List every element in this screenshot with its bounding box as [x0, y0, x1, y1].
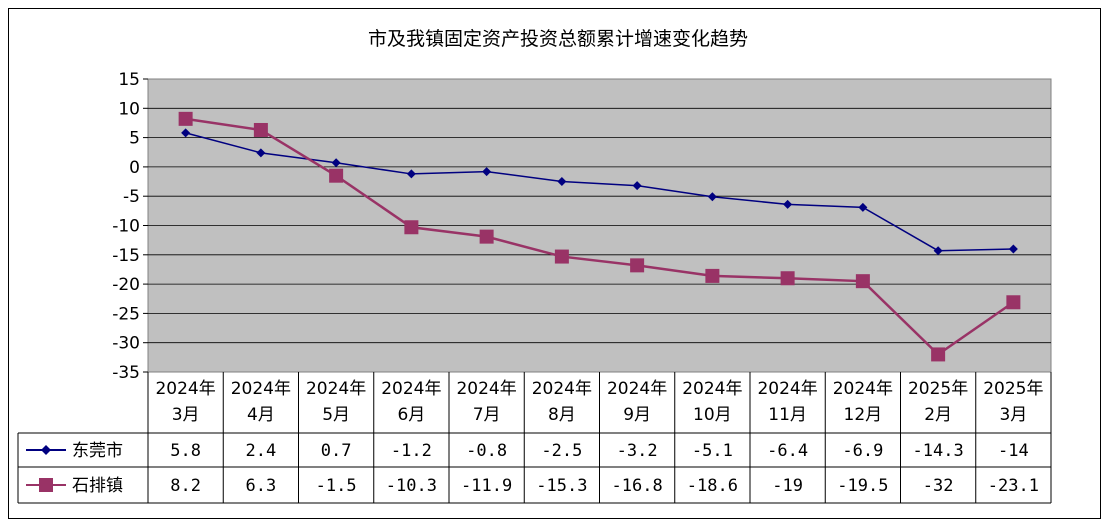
- category-label: 10月: [693, 405, 732, 425]
- y-tick-label: -15: [112, 246, 140, 266]
- data-cell: -19: [772, 476, 803, 496]
- category-label: 2025年: [983, 379, 1043, 399]
- data-cell: -14.3: [913, 441, 964, 461]
- category-label: 4月: [247, 405, 275, 425]
- data-cell: 0.7: [321, 441, 352, 461]
- legend-key-dongguan: [26, 445, 66, 455]
- data-point: [256, 148, 266, 158]
- y-tick-label: 5: [129, 129, 140, 149]
- data-point: [404, 220, 419, 235]
- data-point: [780, 271, 795, 286]
- data-point: [479, 229, 494, 244]
- data-cell: -5.1: [692, 441, 733, 461]
- category-label: 2024年: [231, 379, 291, 399]
- y-tick-label: -35: [112, 363, 140, 383]
- chart-title: 市及我镇固定资产投资总额累计增速变化趋势: [368, 28, 748, 50]
- series-name: 东莞市: [72, 441, 123, 461]
- data-point: [707, 192, 717, 202]
- category-label: 3月: [172, 405, 200, 425]
- data-point: [630, 258, 645, 273]
- legend-marker: [39, 478, 53, 492]
- data-point: [933, 246, 943, 256]
- y-tick-label: 10: [118, 99, 140, 119]
- legend-key-shipai: [26, 478, 66, 492]
- category-label: 8月: [548, 405, 576, 425]
- data-point: [705, 268, 720, 283]
- category-label: 9月: [623, 405, 651, 425]
- data-point: [178, 111, 193, 126]
- data-cell: -3.2: [617, 441, 658, 461]
- data-point: [783, 199, 793, 209]
- y-tick-label: -20: [112, 275, 140, 295]
- category-label: 3月: [999, 405, 1027, 425]
- data-cell: -11.9: [461, 476, 512, 496]
- data-cell: -1.2: [391, 441, 432, 461]
- data-cell: -0.8: [466, 441, 507, 461]
- data-cell: 8.2: [170, 476, 201, 496]
- data-cell: 5.8: [170, 441, 201, 461]
- series-line-dongguan: [185, 132, 1014, 252]
- series-name: 石排镇: [72, 476, 123, 496]
- data-point: [858, 202, 868, 212]
- data-point: [931, 347, 946, 362]
- y-axis-ticks: 15 10 5 0 -5 -10 -15 -20 -25 -30 -35: [112, 70, 140, 383]
- data-point: [557, 177, 567, 187]
- category-label: 5月: [322, 405, 350, 425]
- data-point: [482, 167, 492, 177]
- data-cell: -15.3: [536, 476, 587, 496]
- data-point: [181, 128, 191, 138]
- y-tick-label: -25: [112, 304, 140, 324]
- data-point: [331, 158, 341, 168]
- y-tick-label: 15: [118, 70, 140, 90]
- legend-marker: [41, 445, 51, 455]
- category-label: 12月: [844, 405, 883, 425]
- category-label: 2024年: [456, 379, 516, 399]
- data-cell: -14: [998, 441, 1029, 461]
- category-label: 2024年: [155, 379, 215, 399]
- data-cell: 2.4: [246, 441, 277, 461]
- data-point: [329, 168, 344, 183]
- category-label: 11月: [768, 405, 807, 425]
- data-cell: 6.3: [246, 476, 277, 496]
- category-label: 2024年: [682, 379, 742, 399]
- series-lines: [178, 111, 1021, 362]
- category-label: 2月: [924, 405, 952, 425]
- data-cell: -23.1: [988, 476, 1039, 496]
- y-tick-label: -5: [123, 187, 140, 207]
- y-tick-label: 0: [129, 158, 140, 178]
- category-label: 2025年: [908, 379, 968, 399]
- category-label: 2024年: [757, 379, 817, 399]
- data-cell: -6.9: [842, 441, 883, 461]
- chart-frame: [8, 8, 1101, 519]
- data-table: 2024年 3月 2024年 4月 2024年 5月 2024年 6月 2024年 7月 2024年…: [17, 372, 1052, 504]
- category-label: 2024年: [607, 379, 667, 399]
- data-point: [632, 181, 642, 191]
- category-label: 2024年: [381, 379, 441, 399]
- data-point: [406, 169, 416, 179]
- y-tick-label: -10: [112, 217, 140, 237]
- data-point: [253, 122, 268, 137]
- data-cell: -1.5: [316, 476, 357, 496]
- gridlines: [143, 78, 1051, 373]
- data-cell: -10.3: [386, 476, 437, 496]
- data-cell: -2.5: [541, 441, 582, 461]
- data-cell: -18.6: [687, 476, 738, 496]
- data-point: [855, 274, 870, 289]
- data-cell: -32: [923, 476, 954, 496]
- category-label: 7月: [473, 405, 501, 425]
- category-label: 2024年: [306, 379, 366, 399]
- data-cell: -16.8: [612, 476, 663, 496]
- category-label: 6月: [397, 405, 425, 425]
- data-cell: -19.5: [837, 476, 888, 496]
- data-cell: -6.4: [767, 441, 808, 461]
- data-point: [1008, 244, 1018, 254]
- data-point: [1006, 295, 1021, 310]
- series-line-shipai: [185, 117, 1015, 357]
- category-label: 2024年: [833, 379, 893, 399]
- y-tick-label: -30: [112, 334, 140, 354]
- data-point: [554, 249, 569, 264]
- category-label: 2024年: [532, 379, 592, 399]
